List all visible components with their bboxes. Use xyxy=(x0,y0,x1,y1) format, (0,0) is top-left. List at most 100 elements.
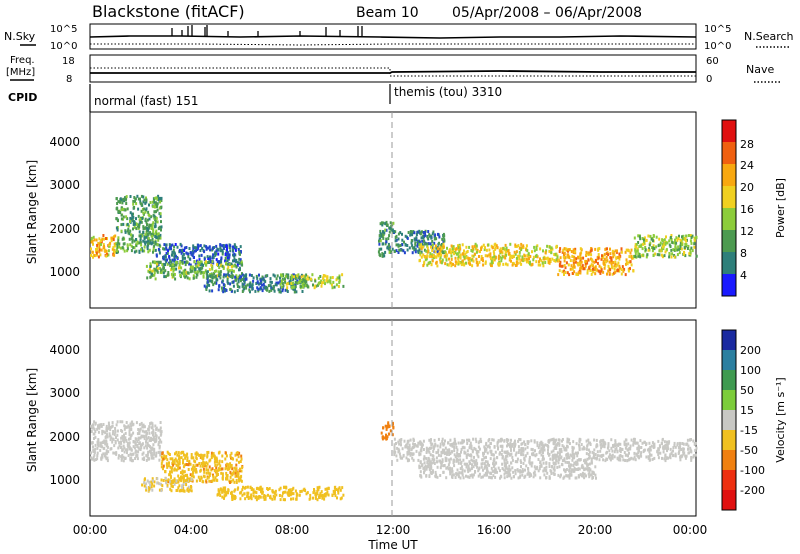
velocity-cell xyxy=(321,496,324,500)
velocity-cell xyxy=(434,443,437,447)
power-cell xyxy=(648,243,651,247)
power-cell xyxy=(233,246,236,250)
power-cell xyxy=(306,275,309,279)
sky-noise-panel: N.Sky 10^5 10^0 10^5 10^0 N.Search xyxy=(4,23,794,52)
velocity-cell xyxy=(486,445,489,449)
velocity-cell xyxy=(694,453,697,457)
velocity-cell xyxy=(115,423,118,427)
velocity-cell xyxy=(111,432,114,436)
power-cell xyxy=(558,259,560,263)
power-cell xyxy=(563,264,566,267)
velocity-cell xyxy=(152,456,155,460)
velocity-cell xyxy=(167,464,170,468)
power-cell xyxy=(567,248,570,252)
velocity-cell xyxy=(584,461,587,465)
velocity-cell xyxy=(233,489,236,493)
velocity-cell xyxy=(491,469,494,473)
power-cell xyxy=(509,257,511,261)
power-cell xyxy=(434,233,437,237)
power-cell xyxy=(338,274,341,278)
power-cell xyxy=(419,251,422,255)
velocity-cell xyxy=(140,421,143,425)
power-cell xyxy=(390,250,393,254)
power-cell xyxy=(413,237,416,241)
velocity-cell xyxy=(214,464,217,467)
power-cell xyxy=(144,242,147,246)
velocity-cell xyxy=(232,478,235,482)
power-cell xyxy=(582,267,585,271)
power-cell xyxy=(152,205,155,209)
velocity-cell xyxy=(552,437,555,441)
power-cell xyxy=(645,238,648,242)
velocity-cell xyxy=(182,487,185,490)
power-cell xyxy=(179,273,182,277)
power-cell xyxy=(129,211,132,215)
velocity-cell xyxy=(528,458,531,462)
velocity-cell xyxy=(457,441,460,445)
velocity-cell xyxy=(234,474,237,478)
velocity-cell xyxy=(128,432,131,436)
velocity-cell xyxy=(443,448,446,452)
power-cell xyxy=(203,244,206,248)
power-cell xyxy=(105,254,108,258)
power-cell xyxy=(226,277,229,281)
velocity-cell xyxy=(513,441,516,445)
power-cell xyxy=(229,244,232,248)
power-cell xyxy=(609,256,612,260)
power-cell xyxy=(233,257,236,261)
velocity-cell xyxy=(316,489,319,493)
power-cell xyxy=(180,249,183,252)
velocity-cell xyxy=(138,423,141,427)
power-cell xyxy=(96,243,99,247)
velocity-cell xyxy=(106,433,108,437)
velocity-cell xyxy=(537,469,540,473)
power-cell xyxy=(567,253,570,257)
power-cell xyxy=(208,268,211,272)
power-cell xyxy=(280,279,283,283)
power-cell xyxy=(461,243,464,247)
velocity-cell xyxy=(513,446,516,450)
power-cell xyxy=(545,249,548,253)
velocity-cell xyxy=(313,488,315,491)
power-cell xyxy=(188,262,191,266)
velocity-cell xyxy=(463,439,465,443)
power-cell xyxy=(218,266,221,270)
velocity-cell xyxy=(441,448,444,452)
velocity-cell xyxy=(522,449,525,453)
power-cell xyxy=(382,236,385,240)
velocity-cell xyxy=(634,458,637,462)
power-cell xyxy=(646,253,649,257)
velocity-cell xyxy=(436,444,439,448)
velocity-cell xyxy=(640,454,643,458)
velocity-cell xyxy=(474,437,477,441)
velocity-cell xyxy=(685,442,688,446)
velocity-cell xyxy=(421,463,424,467)
velocity-cell xyxy=(542,461,545,465)
velocity-panel: Slant Range [km] 1000 2000 3000 4000 xyxy=(25,319,698,517)
velocity-cell xyxy=(516,457,519,461)
power-cell xyxy=(416,240,419,243)
velocity-cell xyxy=(497,466,500,470)
power-cell xyxy=(317,276,320,280)
velocity-colorbar-segment xyxy=(722,470,736,490)
power-cell xyxy=(189,263,192,267)
power-cell xyxy=(180,266,183,270)
power-cell xyxy=(222,290,225,294)
power-cell xyxy=(384,250,387,254)
velocity-cell xyxy=(146,455,149,458)
power-cell xyxy=(158,212,161,216)
power-cell xyxy=(491,261,494,265)
power-cell xyxy=(427,261,430,265)
power-cell xyxy=(459,253,462,257)
power-cell xyxy=(426,246,429,250)
power-cell xyxy=(615,256,618,260)
velocity-cell xyxy=(581,463,584,467)
velocity-cell xyxy=(195,479,198,483)
velocity-cell xyxy=(210,456,213,460)
power-cell xyxy=(410,241,413,245)
velocity-cell xyxy=(528,455,531,459)
power-cell xyxy=(563,273,565,276)
velocity-cell xyxy=(437,448,440,452)
power-cell xyxy=(497,255,500,259)
velocity-cell xyxy=(595,444,598,447)
